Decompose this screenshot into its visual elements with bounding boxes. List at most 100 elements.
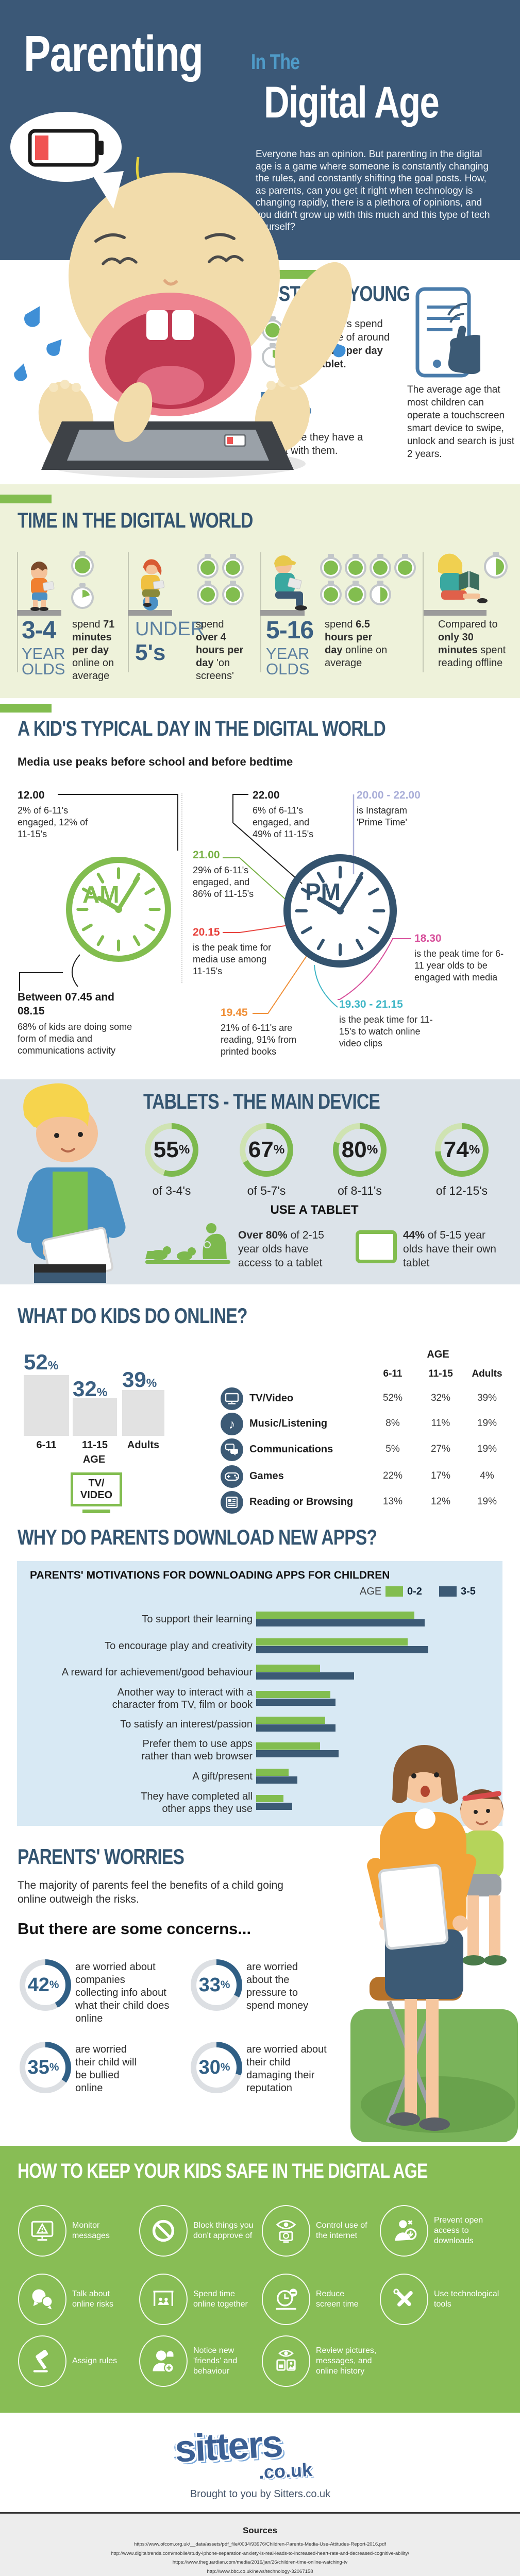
touchscreen-phone-icon	[415, 287, 480, 378]
stopwatch-icon	[320, 581, 342, 605]
annotation-text: 2% of 6-11's engaged, 12% of 11-15's	[18, 805, 88, 839]
tools-icon	[380, 2274, 428, 2325]
bar-6-11	[24, 1375, 69, 1436]
col4-desc: Compared to only 30 minutes spent readin…	[438, 619, 506, 669]
prevent-download-icon	[380, 2205, 428, 2257]
col-header-11-15: 11-15	[428, 1368, 453, 1379]
worry-donut-35: 35%	[20, 2042, 71, 2093]
bar-0-2	[256, 1638, 408, 1646]
platform	[17, 610, 61, 616]
legend-label-3-5: 3-5	[461, 1586, 476, 1597]
bar-0-2	[256, 1769, 289, 1776]
new-friends-icon	[139, 2335, 188, 2387]
footer-divider	[0, 2512, 520, 2514]
boy-with-tablet-illustration	[16, 1083, 126, 1283]
stopwatch-icon	[197, 581, 219, 605]
sitters-logo: sitters .co.uk	[174, 2418, 347, 2488]
teen-sitting-illustration	[274, 555, 307, 611]
stopwatch-half-icon	[484, 552, 508, 579]
crying-baby-illustration	[10, 112, 352, 478]
sources-background	[0, 2514, 520, 2576]
table-age-header: AGE	[427, 1349, 449, 1360]
worry-text: are worried about companies collecting i…	[75, 1961, 170, 2024]
bar-3-5	[256, 1646, 428, 1653]
legend-swatch-3-5	[439, 1586, 457, 1597]
am-clock: AM	[65, 856, 172, 963]
battery-low-level	[35, 135, 48, 160]
baby-right-eye	[208, 255, 244, 263]
apps-cat-label: A reward for achievement/good behaviour	[61, 1667, 253, 1678]
platform	[424, 610, 487, 616]
safety-label: Assign rules	[72, 2357, 118, 2365]
source-url: http://www.bbc.co.uk/news/technology-320…	[207, 2568, 313, 2574]
worry-donut-30: 30%	[191, 2042, 242, 2093]
cell: 5%	[385, 1444, 400, 1454]
news-icon	[221, 1491, 243, 1514]
baby-right-brow	[205, 233, 236, 240]
age-5-16: 5-16	[266, 617, 314, 644]
bar-3-5	[256, 1672, 354, 1680]
col3-desc: spend 6.5 hours per day online on averag…	[325, 619, 388, 669]
cell: 39%	[477, 1393, 497, 1403]
stopwatch-half-icon	[370, 581, 391, 605]
safety-label: Use technological tools	[434, 2290, 499, 2309]
chat-bubbles-icon	[18, 2274, 66, 2325]
tablets-heading: TABLETS - THE MAIN DEVICE	[143, 1089, 380, 1113]
footer-tagline: Brought to you by Sitters.co.uk	[190, 2488, 331, 2500]
donut-caption: of 8-11's	[338, 1184, 382, 1197]
worry-text: are worried about the pressure to spend …	[246, 1961, 309, 2011]
time-heading: TIME IN THE DIGITAL WORLD	[18, 508, 253, 532]
row-label: Reading or Browsing	[249, 1496, 354, 1507]
review-history-icon	[262, 2335, 310, 2387]
bar-0-2	[256, 1612, 414, 1619]
accent-bar	[0, 495, 52, 503]
stopwatch-icon	[71, 583, 94, 609]
bar-3-5	[256, 1803, 292, 1810]
stopwatch-icon	[222, 581, 244, 605]
legend-label-0-2: 0-2	[407, 1586, 422, 1597]
annotation-time: 12.00	[18, 789, 45, 801]
together-icon	[139, 2274, 188, 2325]
safety-label: Review pictures, messages, and online hi…	[316, 2346, 377, 2376]
sources-title: Sources	[242, 2526, 278, 2535]
platform	[260, 610, 305, 616]
family-on-grass-icon	[145, 1223, 230, 1264]
cell: 8%	[385, 1418, 400, 1429]
annotation-text: is the peak time for media use among 11-…	[193, 942, 272, 976]
bar-value: 32%	[73, 1377, 108, 1401]
cell: 12%	[430, 1496, 451, 1507]
own-tablet-icon	[356, 1230, 397, 1263]
accent-bar	[0, 704, 52, 713]
bar-3-5	[256, 1750, 339, 1757]
block-icon	[139, 2205, 188, 2257]
cell: 52%	[382, 1393, 403, 1403]
typical-day-heading: A KID'S TYPICAL DAY IN THE DIGITAL WORLD	[18, 716, 386, 740]
annotation-text: 21% of 6-11's are reading, 91% from prin…	[221, 1023, 297, 1057]
row-label: Games	[249, 1470, 284, 1482]
bar-3-5	[256, 1699, 336, 1706]
col-header-6-11: 6-11	[383, 1368, 402, 1379]
baby-tooth-left	[146, 310, 168, 340]
safety-label: Prevent open access to downloads	[434, 2216, 483, 2245]
chat-icon	[221, 1438, 243, 1461]
bar-0-2	[256, 1795, 283, 1802]
tablet-access-stat: Over 80% of 2-15 year olds have access t…	[238, 1229, 324, 1269]
cell: 11%	[431, 1418, 450, 1429]
baby-tooth-right	[172, 310, 194, 340]
donut-caption: of 5-7's	[247, 1184, 286, 1197]
apps-cat-label: To support their learning	[142, 1614, 253, 1625]
col-header-adults: Adults	[472, 1368, 502, 1379]
kids-online-heading: WHAT DO KIDS DO ONLINE?	[18, 1303, 248, 1328]
annotation-time: 19.45	[221, 1007, 248, 1019]
safety-section-background	[0, 2146, 520, 2413]
age-3-4-sub: YEAR OLDS	[22, 645, 65, 678]
safety-label: Spend time online together	[193, 2290, 248, 2309]
column-divider	[423, 552, 424, 672]
cell: 22%	[382, 1470, 403, 1481]
bar-11-15	[73, 1398, 117, 1436]
age-axis-label: AGE	[82, 1454, 106, 1465]
col2-desc: spend over 4 hours per day 'on screens'	[196, 619, 244, 682]
annotation-text: is the peak time for 11-15's to watch on…	[339, 1014, 433, 1048]
legend-swatch-0-2	[385, 1586, 403, 1597]
